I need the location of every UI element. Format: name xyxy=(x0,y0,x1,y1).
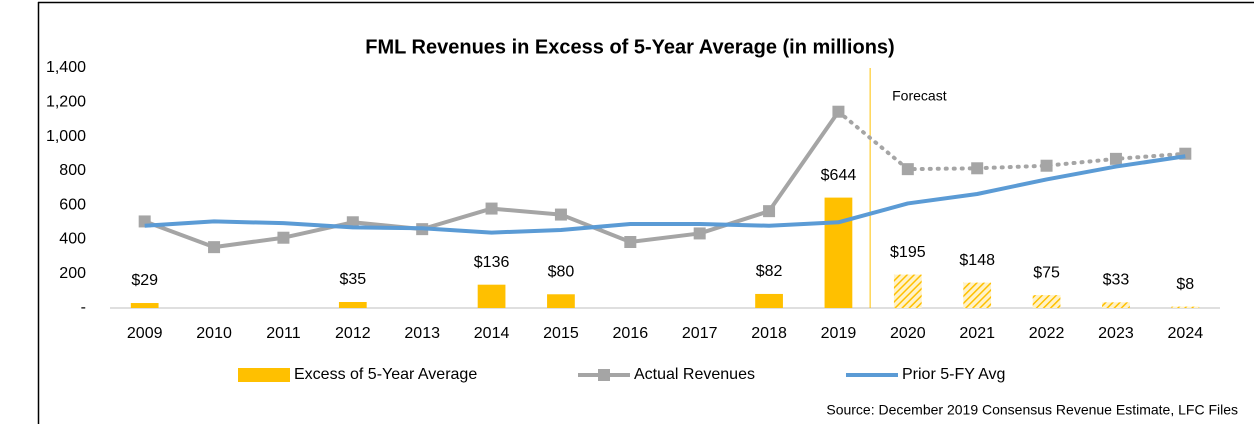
bar xyxy=(755,293,783,308)
value-label: $75 xyxy=(1033,264,1060,281)
marker xyxy=(208,241,221,254)
x-tick-label: 2012 xyxy=(335,325,371,342)
line xyxy=(836,109,1188,172)
bar xyxy=(1032,295,1061,308)
legend-label: Prior 5-FY Avg xyxy=(902,366,1005,383)
bar xyxy=(477,284,506,308)
chart-title: FML Revenues in Excess of 5-Year Average… xyxy=(365,36,894,58)
x-tick-label: 2021 xyxy=(959,325,995,342)
x-tick-label: 2015 xyxy=(543,325,579,342)
value-label: $195 xyxy=(890,244,926,261)
x-tick-label: 2023 xyxy=(1098,325,1134,342)
x-tick-label: 2009 xyxy=(127,325,163,342)
source: Source: December 2019 Consensus Revenue … xyxy=(826,402,1238,418)
bar xyxy=(1171,306,1200,308)
x-tick-label: 2019 xyxy=(821,325,857,342)
marker xyxy=(277,231,290,244)
marker xyxy=(624,236,637,248)
y-tick-label: 1,200 xyxy=(46,94,86,111)
y-tick-label: 800 xyxy=(59,162,86,179)
marker xyxy=(901,163,914,176)
value-label: $148 xyxy=(959,252,995,269)
marker xyxy=(1040,159,1053,172)
forecast-label: Forecast xyxy=(892,88,947,104)
marker xyxy=(554,208,567,221)
x-tick-label: 2022 xyxy=(1029,325,1065,342)
x-tick-label: 2014 xyxy=(474,325,510,342)
x-tick-label: 2011 xyxy=(266,325,301,342)
marker xyxy=(485,202,498,215)
bar xyxy=(130,303,159,308)
marker xyxy=(693,227,706,240)
line xyxy=(144,154,1186,235)
bar xyxy=(338,302,367,308)
legend-label: Actual Revenues xyxy=(634,366,755,383)
marker xyxy=(1109,152,1122,165)
legend-label: Excess of 5-Year Average xyxy=(294,366,477,383)
legend-swatch xyxy=(238,368,290,382)
y-tick-label: 1,000 xyxy=(46,128,86,145)
bar xyxy=(547,294,575,308)
bar xyxy=(893,274,922,308)
x-tick-label: 2018 xyxy=(751,325,787,342)
marker xyxy=(832,105,845,118)
value-label: $29 xyxy=(131,272,158,289)
marker xyxy=(763,205,776,218)
x-tick-label: 2013 xyxy=(404,325,440,342)
y-tick-label: 400 xyxy=(59,231,86,248)
bar xyxy=(1102,302,1130,308)
x-tick-label: 2010 xyxy=(196,325,232,342)
y-tick-label: - xyxy=(81,299,86,316)
legend-swatch xyxy=(598,369,610,381)
y-tick-label: 600 xyxy=(59,196,86,213)
value-label: $136 xyxy=(474,254,510,271)
bar xyxy=(824,197,853,308)
y-tick-label: 1,400 xyxy=(46,59,86,76)
value-label: $8 xyxy=(1176,276,1194,293)
value-label: $35 xyxy=(339,271,366,288)
x-tick-label: 2017 xyxy=(682,325,718,342)
y-tick-label: 200 xyxy=(59,265,86,282)
value-label: $82 xyxy=(756,263,783,280)
value-label: $644 xyxy=(821,167,857,184)
x-tick-label: 2016 xyxy=(613,325,649,342)
value-label: $33 xyxy=(1103,272,1130,289)
value-label: $80 xyxy=(548,264,575,281)
x-tick-label: 2020 xyxy=(890,325,926,342)
bar xyxy=(963,282,992,308)
marker xyxy=(971,162,984,175)
x-tick-label: 2024 xyxy=(1168,325,1204,342)
